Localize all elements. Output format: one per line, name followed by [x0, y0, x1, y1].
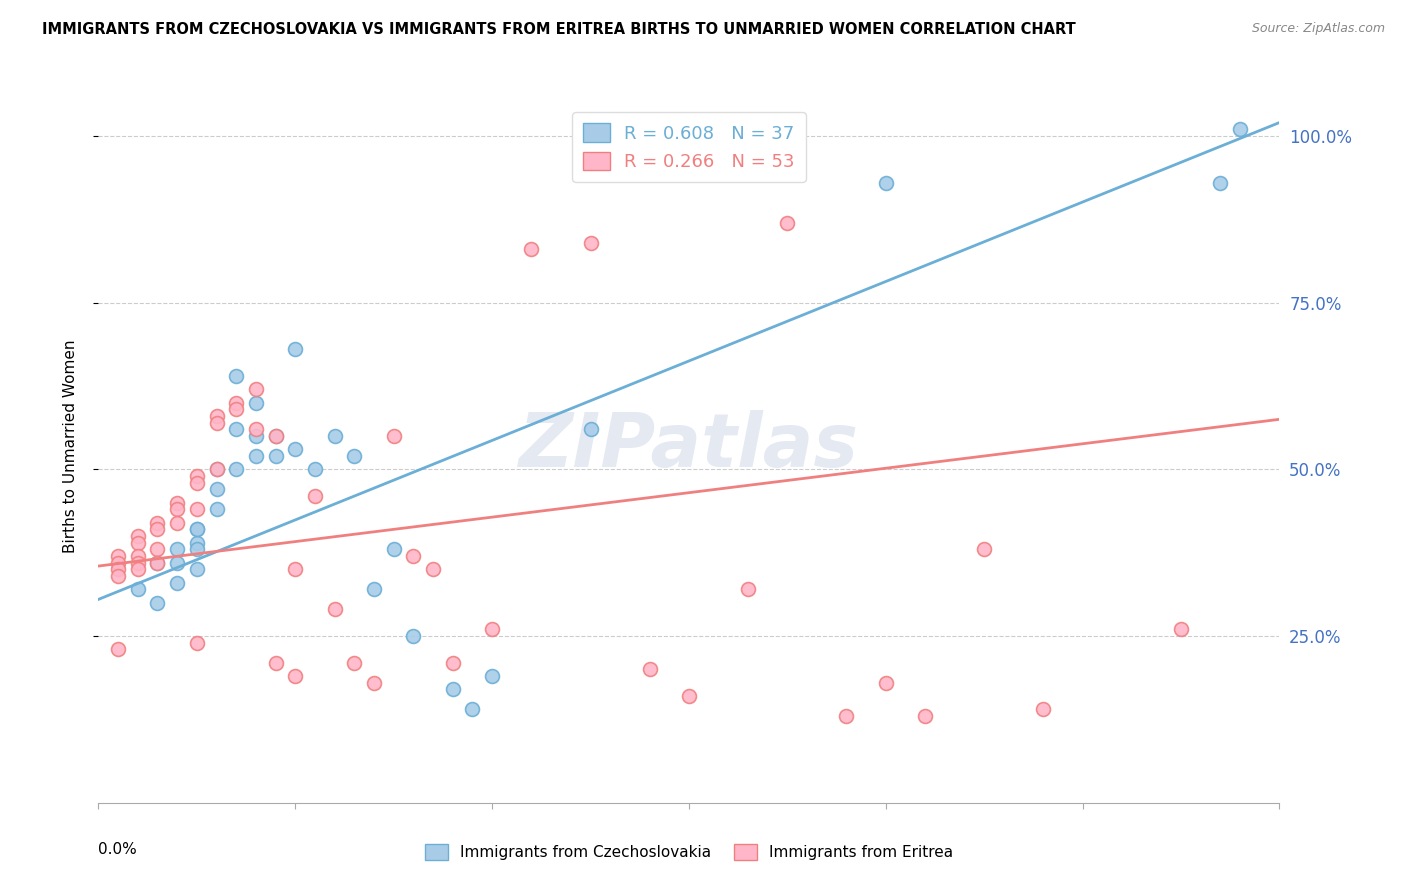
- Point: [127, 562, 149, 576]
- Point: [264, 429, 287, 443]
- Text: Source: ZipAtlas.com: Source: ZipAtlas.com: [1251, 22, 1385, 36]
- Point: [225, 395, 247, 409]
- Point: [245, 429, 267, 443]
- Point: [166, 542, 188, 557]
- Point: [186, 522, 208, 536]
- Point: [402, 629, 425, 643]
- Point: [481, 623, 503, 637]
- Point: [225, 368, 247, 383]
- Point: [835, 709, 858, 723]
- Point: [422, 562, 444, 576]
- Text: 0.0%: 0.0%: [98, 842, 138, 857]
- Point: [186, 475, 208, 490]
- Point: [1229, 122, 1251, 136]
- Point: [186, 469, 208, 483]
- Point: [186, 542, 208, 557]
- Point: [737, 582, 759, 597]
- Point: [323, 602, 346, 616]
- Point: [304, 462, 326, 476]
- Point: [166, 556, 188, 570]
- Point: [146, 542, 169, 557]
- Point: [973, 542, 995, 557]
- Point: [186, 562, 208, 576]
- Point: [343, 656, 366, 670]
- Point: [127, 582, 149, 597]
- Point: [1170, 623, 1192, 637]
- Point: [166, 575, 188, 590]
- Point: [284, 442, 307, 457]
- Point: [579, 235, 602, 250]
- Point: [127, 549, 149, 563]
- Point: [264, 429, 287, 443]
- Point: [205, 462, 228, 476]
- Point: [1032, 702, 1054, 716]
- Point: [205, 409, 228, 423]
- Point: [461, 702, 484, 716]
- Point: [363, 582, 385, 597]
- Point: [520, 242, 543, 256]
- Point: [127, 529, 149, 543]
- Legend: Immigrants from Czechoslovakia, Immigrants from Eritrea: Immigrants from Czechoslovakia, Immigran…: [419, 838, 959, 866]
- Point: [481, 669, 503, 683]
- Point: [127, 556, 149, 570]
- Point: [264, 449, 287, 463]
- Point: [107, 642, 129, 657]
- Point: [205, 416, 228, 430]
- Point: [284, 343, 307, 357]
- Point: [225, 462, 247, 476]
- Point: [166, 496, 188, 510]
- Point: [638, 662, 661, 676]
- Point: [205, 462, 228, 476]
- Point: [107, 562, 129, 576]
- Point: [146, 556, 169, 570]
- Point: [343, 449, 366, 463]
- Point: [875, 176, 897, 190]
- Text: IMMIGRANTS FROM CZECHOSLOVAKIA VS IMMIGRANTS FROM ERITREA BIRTHS TO UNMARRIED WO: IMMIGRANTS FROM CZECHOSLOVAKIA VS IMMIGR…: [42, 22, 1076, 37]
- Point: [166, 516, 188, 530]
- Point: [186, 502, 208, 516]
- Point: [107, 569, 129, 583]
- Point: [225, 402, 247, 417]
- Point: [402, 549, 425, 563]
- Point: [127, 535, 149, 549]
- Point: [245, 382, 267, 396]
- Point: [205, 483, 228, 497]
- Point: [284, 562, 307, 576]
- Point: [441, 682, 464, 697]
- Point: [245, 395, 267, 409]
- Point: [579, 422, 602, 436]
- Point: [107, 556, 129, 570]
- Point: [186, 522, 208, 536]
- Point: [225, 422, 247, 436]
- Point: [146, 516, 169, 530]
- Point: [1209, 176, 1232, 190]
- Point: [107, 549, 129, 563]
- Y-axis label: Births to Unmarried Women: Births to Unmarried Women: [63, 339, 77, 553]
- Point: [166, 502, 188, 516]
- Point: [245, 422, 267, 436]
- Point: [363, 675, 385, 690]
- Point: [441, 656, 464, 670]
- Point: [146, 556, 169, 570]
- Point: [245, 449, 267, 463]
- Point: [146, 596, 169, 610]
- Point: [678, 689, 700, 703]
- Point: [323, 429, 346, 443]
- Point: [186, 535, 208, 549]
- Point: [914, 709, 936, 723]
- Point: [284, 669, 307, 683]
- Point: [205, 502, 228, 516]
- Point: [382, 542, 405, 557]
- Point: [264, 656, 287, 670]
- Point: [304, 489, 326, 503]
- Text: ZIPatlas: ZIPatlas: [519, 409, 859, 483]
- Point: [776, 216, 799, 230]
- Point: [186, 636, 208, 650]
- Point: [875, 675, 897, 690]
- Point: [382, 429, 405, 443]
- Point: [146, 522, 169, 536]
